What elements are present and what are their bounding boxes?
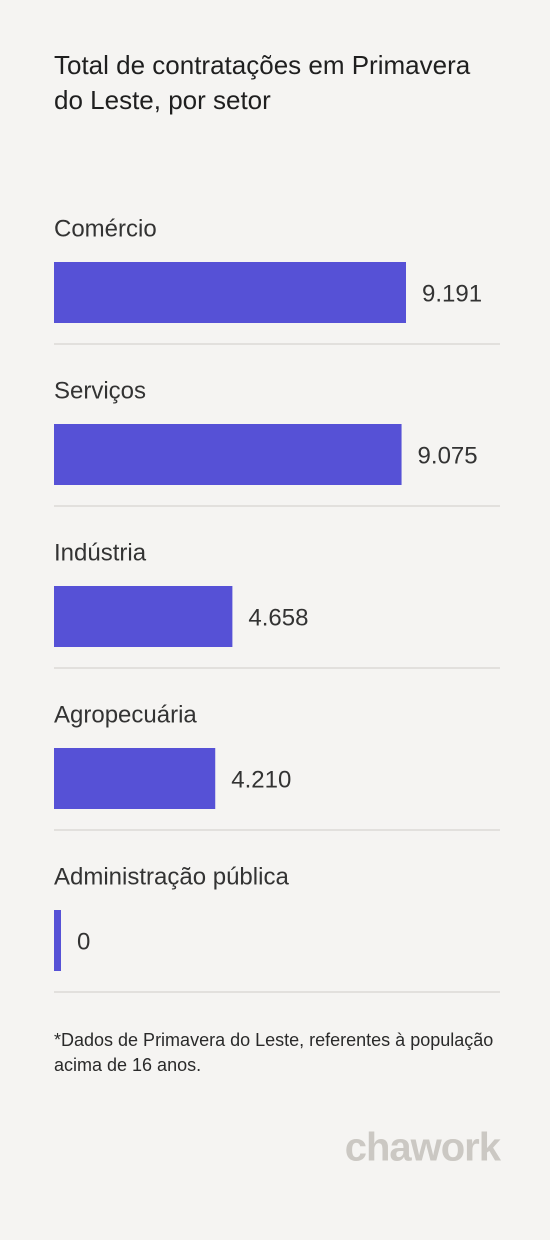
category-label: Comércio <box>54 215 157 242</box>
bar <box>54 424 402 485</box>
bar <box>54 262 406 323</box>
footnote-box: *Dados de Primavera do Leste, referentes… <box>54 1030 494 1075</box>
category-label: Administração pública <box>54 863 289 890</box>
value-label: 0 <box>77 928 90 955</box>
chart-title: Total de contratações em Primavera do Le… <box>54 50 471 115</box>
bar <box>54 586 233 647</box>
footnote: *Dados de Primavera do Leste, referentes… <box>54 1030 494 1075</box>
bar <box>54 910 61 971</box>
title-box: Total de contratações em Primavera do Le… <box>54 50 471 115</box>
value-label: 9.075 <box>418 442 478 469</box>
bar <box>54 748 216 809</box>
value-label: 4.658 <box>248 604 308 631</box>
logo: chawork <box>345 1126 502 1170</box>
value-label: 4.210 <box>231 766 291 793</box>
category-label: Agropecuária <box>54 701 197 728</box>
category-label: Serviços <box>54 377 146 404</box>
category-label: Indústria <box>54 539 147 566</box>
value-label: 9.191 <box>422 280 482 307</box>
